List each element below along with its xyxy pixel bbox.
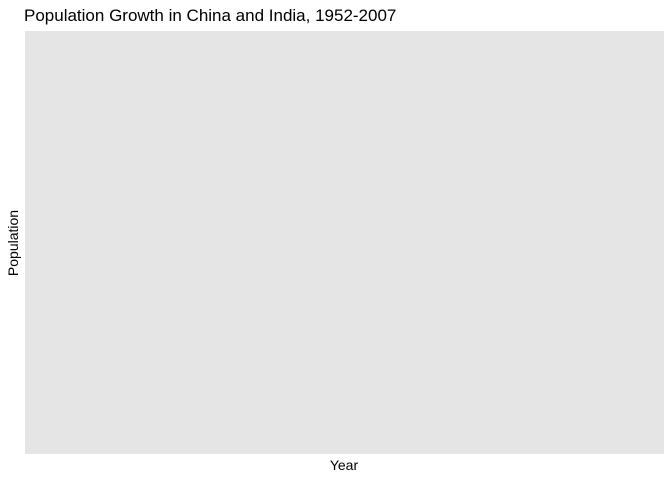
chart-title: Population Growth in China and India, 19…: [24, 6, 396, 25]
x-axis-label: Year: [330, 457, 359, 473]
plot-panel: [25, 31, 664, 454]
y-axis-label: Population: [5, 210, 21, 276]
